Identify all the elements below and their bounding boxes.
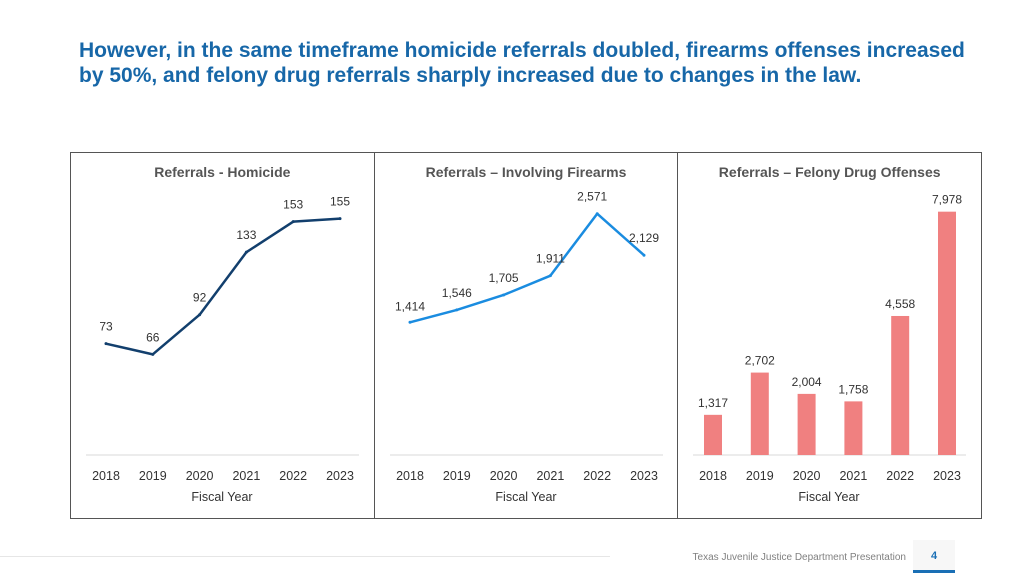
data-label: 1,911 — [536, 252, 565, 266]
x-tick-label: 2021 — [840, 469, 868, 483]
data-point — [291, 220, 295, 224]
x-tick-label: 2020 — [489, 469, 517, 483]
data-label: 2,571 — [577, 190, 607, 204]
bar — [891, 315, 910, 455]
homicide-chart-title: Referrals - Homicide — [154, 164, 291, 180]
x-axis-title: Fiscal Year — [799, 490, 860, 504]
data-label: 1,546 — [441, 286, 471, 300]
drug-chart-panel: Referrals – Felony Drug Offenses 2018 201… — [677, 153, 981, 518]
series-line — [104, 217, 342, 356]
x-tick-label: 2018 — [396, 469, 424, 483]
homicide-chart-panel: Referrals - Homicide 2018 2019 2020 2021 202… — [71, 153, 374, 518]
x-tick-label: 2019 — [139, 469, 167, 483]
data-label: 73 — [99, 320, 113, 334]
x-tick-label: 2018 — [699, 469, 727, 483]
x-tick-label: 2023 — [326, 469, 354, 483]
data-label: 1,758 — [839, 382, 869, 396]
bar — [938, 211, 957, 455]
homicide-line-chart: 2018 2019 2020 2021 2022 2023 Fiscal Year 73 66 9… — [86, 195, 359, 504]
data-label: 2,129 — [629, 231, 659, 245]
x-tick-label: 2022 — [279, 469, 307, 483]
data-point — [244, 250, 248, 254]
bar — [704, 414, 723, 455]
x-tick-label: 2018 — [92, 469, 120, 483]
data-point — [595, 212, 599, 216]
slide-title: However, in the same timeframe homicide … — [79, 39, 965, 87]
page-number: 4 — [913, 540, 955, 573]
data-label: 155 — [330, 195, 350, 209]
data-point — [642, 253, 646, 257]
data-label: 1,705 — [488, 271, 518, 285]
data-label: 4,558 — [886, 297, 916, 311]
x-tick-label: 2022 — [583, 469, 611, 483]
series-line — [408, 212, 645, 324]
footer-divider — [0, 556, 610, 557]
x-tick-label: 2022 — [887, 469, 915, 483]
x-tick-label: 2019 — [746, 469, 774, 483]
footer-text: Texas Juvenile Justice Department Presen… — [692, 552, 906, 563]
x-tick-label: 2021 — [536, 469, 564, 483]
x-tick-label: 2019 — [443, 469, 471, 483]
data-label: 1,317 — [698, 396, 728, 410]
data-label: 66 — [146, 330, 160, 344]
data-label: 2,702 — [745, 354, 775, 368]
x-axis-title: Fiscal Year — [191, 490, 252, 504]
charts-container: Referrals - Homicide 2018 2019 2020 2021 202… — [70, 152, 982, 519]
x-tick-label: 2020 — [793, 469, 821, 483]
bar — [751, 372, 770, 455]
firearms-chart-title: Referrals – Involving Firearms — [425, 164, 627, 180]
data-point — [338, 217, 342, 221]
x-tick-label: 2023 — [630, 469, 658, 483]
firearms-line-chart: 2018 2019 2020 2021 2022 2023 Fiscal Year 1,414… — [389, 190, 663, 504]
data-label: 133 — [236, 228, 256, 242]
bar — [797, 393, 816, 455]
data-point — [104, 342, 108, 346]
data-point — [501, 293, 505, 297]
data-point — [151, 352, 155, 356]
data-label: 92 — [193, 291, 207, 305]
data-label: 7,978 — [932, 193, 962, 207]
data-point — [198, 313, 202, 317]
x-axis-title: Fiscal Year — [495, 490, 556, 504]
bar — [844, 401, 863, 455]
data-label: 2,004 — [792, 375, 822, 389]
data-point — [548, 274, 552, 278]
x-tick-label: 2023 — [933, 469, 961, 483]
x-tick-label: 2020 — [186, 469, 214, 483]
data-label: 1,414 — [395, 299, 425, 313]
data-point — [454, 308, 458, 312]
drug-bar-chart: 2018 2019 2020 2021 2022 2023 Fiscal Year 1,317… — [693, 193, 967, 504]
data-point — [408, 320, 412, 324]
drug-chart-title: Referrals – Felony Drug Offenses — [718, 164, 941, 180]
x-tick-label: 2021 — [232, 469, 260, 483]
firearms-chart-panel: Referrals – Involving Firearms 2018 2019 2… — [373, 153, 678, 518]
data-label: 153 — [283, 198, 303, 212]
